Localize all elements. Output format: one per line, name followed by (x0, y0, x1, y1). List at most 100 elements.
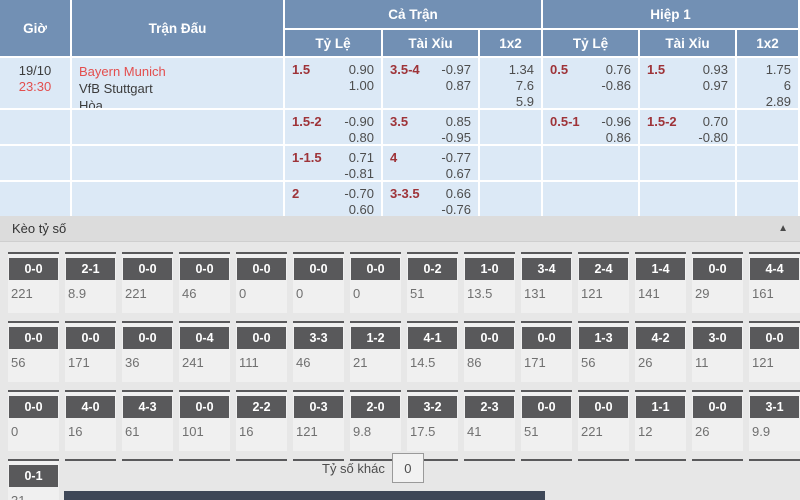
score-chip[interactable]: 1-0 (465, 258, 514, 280)
score-chip[interactable]: 0-4 (180, 327, 229, 349)
other-score-label: Tỷ số khác (322, 460, 385, 476)
score-chip[interactable]: 0-0 (693, 258, 742, 280)
score-chip[interactable]: 0-0 (9, 327, 58, 349)
score-chip[interactable]: 4-2 (636, 327, 685, 349)
odds-cell-ft-handicap[interactable]: 2 -0.70 0.60 (285, 182, 381, 216)
odds-value[interactable]: 0.71 (348, 150, 374, 165)
score-chip[interactable]: 0-0 (66, 327, 115, 349)
score-chip[interactable]: 3-0 (693, 327, 742, 349)
odds-cell-ft-1x2[interactable]: 1.34 7.6 5.9 (480, 58, 541, 108)
score-chip[interactable]: 2-4 (579, 258, 628, 280)
odds-cell-h1-overunder[interactable]: 1.5-2 0.70 -0.80 (640, 110, 735, 144)
odds-value[interactable]: 0.67 (445, 166, 471, 180)
odds-value[interactable]: 0.85 (445, 114, 471, 129)
odds-value[interactable]: -0.70 (344, 186, 374, 201)
score-chip[interactable]: 0-1 (9, 465, 58, 487)
odds-cell-ft-handicap[interactable]: 1-1.5 0.71 -0.81 (285, 146, 381, 180)
score-chip[interactable]: 0-0 (351, 258, 400, 280)
odds-value[interactable]: 1.34 (508, 62, 534, 77)
odds-value[interactable]: 0.90 (348, 62, 374, 77)
odds-value[interactable]: 7.6 (515, 78, 534, 93)
odds-cell-h1-1x2[interactable]: 1.75 6 2.89 (737, 58, 798, 108)
score-chip[interactable]: 0-0 (693, 396, 742, 418)
score-chip[interactable]: 0-3 (294, 396, 343, 418)
score-chip[interactable]: 0-0 (180, 396, 229, 418)
odds-value[interactable]: -0.97 (441, 62, 471, 77)
score-chip[interactable]: 0-0 (522, 396, 571, 418)
odds-value[interactable]: 6 (783, 78, 791, 93)
odds-value[interactable]: 0.93 (702, 62, 728, 77)
odds-cell-h1-handicap[interactable]: 0.5 0.76 -0.86 (543, 58, 638, 108)
odds-value[interactable]: -0.96 (601, 114, 631, 129)
odds-value[interactable]: 1.75 (765, 62, 791, 77)
odds-value[interactable]: 0.87 (445, 78, 471, 93)
score-chip[interactable]: 0-0 (294, 258, 343, 280)
score-cell: 0-0 51 (521, 390, 572, 451)
score-chip[interactable]: 2-0 (351, 396, 400, 418)
score-chip[interactable]: 1-3 (579, 327, 628, 349)
odds-cell-ft-overunder[interactable]: 3-3.5 0.66 -0.76 (383, 182, 478, 216)
score-chip[interactable]: 2-3 (465, 396, 514, 418)
odds-value[interactable]: 1.00 (348, 78, 374, 93)
odds-cell-ft-handicap[interactable]: 1.5 0.90 1.00 (285, 58, 381, 108)
odds-cell-h1-overunder[interactable]: 1.5 0.93 0.97 (640, 58, 735, 108)
score-chip[interactable]: 1-4 (636, 258, 685, 280)
score-chip[interactable]: 0-0 (180, 258, 229, 280)
odds-value[interactable]: -0.77 (441, 150, 471, 165)
score-chip[interactable]: 3-2 (408, 396, 457, 418)
score-chip[interactable]: 4-4 (750, 258, 799, 280)
match-cell[interactable]: Bayern Munich VfB Stuttgart Hòa (72, 58, 283, 108)
score-chip[interactable]: 3-3 (294, 327, 343, 349)
odds-value[interactable]: 0.86 (605, 130, 631, 144)
score-chip[interactable]: 0-0 (237, 258, 286, 280)
odds-value[interactable]: 0.66 (445, 186, 471, 201)
odds-value[interactable]: -0.95 (441, 130, 471, 144)
odds-value[interactable]: -0.81 (344, 166, 374, 180)
score-cell: 0-0 221 (122, 252, 173, 313)
odds-value[interactable]: 0.80 (348, 130, 374, 144)
odds-value[interactable]: -0.80 (698, 130, 728, 144)
odds-value[interactable]: -0.86 (601, 78, 631, 93)
score-chip[interactable]: 0-0 (465, 327, 514, 349)
correct-score-header[interactable]: Kèo tỷ số ▲ (0, 216, 800, 242)
score-chip[interactable]: 2-2 (237, 396, 286, 418)
odds-value[interactable]: -0.76 (441, 202, 471, 216)
score-chip[interactable]: 2-1 (66, 258, 115, 280)
score-odds: 14.5 (410, 355, 436, 370)
odds-value[interactable]: 0.60 (348, 202, 374, 216)
score-chip[interactable]: 0-0 (579, 396, 628, 418)
score-chip[interactable]: 4-1 (408, 327, 457, 349)
score-chip[interactable]: 3-1 (750, 396, 799, 418)
odds-cell-h1-handicap[interactable]: 0.5-1 -0.96 0.86 (543, 110, 638, 144)
other-score-input[interactable] (391, 453, 424, 483)
odds-value[interactable]: 2.89 (765, 94, 791, 108)
score-chip[interactable]: 0-0 (9, 258, 58, 280)
col-header-h1-handicap: Tỷ Lệ (543, 30, 638, 56)
score-chip[interactable]: 0-0 (522, 327, 571, 349)
odds-value[interactable]: 0.70 (702, 114, 728, 129)
score-cell: 0-0 0 (8, 390, 59, 451)
odds-value[interactable]: -0.90 (344, 114, 374, 129)
score-odds: 221 (581, 424, 603, 439)
odds-cell-ft-overunder[interactable]: 3.5 0.85 -0.95 (383, 110, 478, 144)
score-chip[interactable]: 1-1 (636, 396, 685, 418)
score-cell: 0-0 0 (236, 252, 287, 313)
score-chip[interactable]: 0-0 (123, 327, 172, 349)
collapse-icon[interactable]: ▲ (778, 223, 788, 234)
odds-value[interactable]: 5.9 (515, 94, 534, 108)
home-team[interactable]: Bayern Munich (79, 64, 166, 79)
score-chip[interactable]: 4-3 (123, 396, 172, 418)
odds-cell-ft-overunder[interactable]: 4 -0.77 0.67 (383, 146, 478, 180)
score-chip[interactable]: 0-0 (123, 258, 172, 280)
score-chip[interactable]: 0-2 (408, 258, 457, 280)
score-chip[interactable]: 3-4 (522, 258, 571, 280)
odds-cell-ft-overunder[interactable]: 3.5-4 -0.97 0.87 (383, 58, 478, 108)
score-chip[interactable]: 0-0 (750, 327, 799, 349)
score-chip[interactable]: 0-0 (9, 396, 58, 418)
score-chip[interactable]: 0-0 (237, 327, 286, 349)
odds-value[interactable]: 0.97 (702, 78, 728, 93)
score-chip[interactable]: 4-0 (66, 396, 115, 418)
odds-value[interactable]: 0.76 (605, 62, 631, 77)
odds-cell-ft-handicap[interactable]: 1.5-2 -0.90 0.80 (285, 110, 381, 144)
score-chip[interactable]: 1-2 (351, 327, 400, 349)
